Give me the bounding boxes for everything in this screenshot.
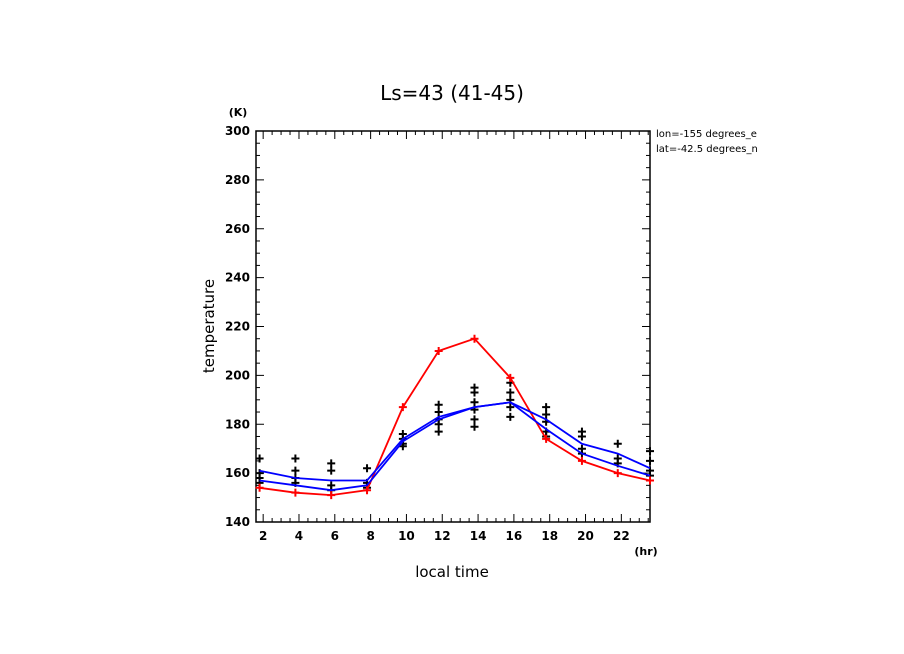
scatter-point	[506, 403, 515, 412]
scatter-point	[255, 454, 264, 463]
x-axis-unit: (hr)	[634, 545, 657, 558]
y-axis-label: temperature	[200, 279, 218, 373]
series-1-point	[291, 488, 300, 497]
scatter-point	[291, 466, 300, 475]
scatter-point	[434, 400, 443, 409]
scatter-point	[434, 420, 443, 429]
scatter-point	[470, 388, 479, 397]
chart-title: Ls=43 (41-45)	[380, 81, 524, 105]
scatter-point	[506, 412, 515, 421]
series-1-point	[255, 483, 264, 492]
x-tick-label: 4	[295, 529, 303, 543]
series-1-point	[434, 346, 443, 355]
x-tick-label: 12	[434, 529, 451, 543]
scatter-point	[646, 447, 654, 456]
scatter-point	[327, 459, 336, 468]
scatter-point	[434, 427, 443, 436]
x-tick-label: 18	[541, 529, 558, 543]
x-axis-label: local time	[415, 563, 489, 581]
scatter-point	[542, 403, 551, 412]
scatter-point	[646, 456, 654, 465]
series-1-point	[363, 486, 372, 495]
series-1-point	[398, 403, 407, 412]
y-tick-label: 160	[225, 466, 250, 480]
y-tick-label: 220	[225, 320, 250, 334]
x-tick-label: 20	[577, 529, 594, 543]
scatter-point	[470, 415, 479, 424]
y-tick-label: 300	[225, 124, 250, 138]
annotation-lon: lon=-155 degrees_e	[656, 129, 757, 140]
x-tick-label: 22	[613, 529, 630, 543]
scatter-point	[363, 464, 372, 473]
y-axis-unit: (K)	[229, 106, 248, 119]
scatter-point	[506, 388, 515, 397]
series-line-2	[259, 401, 651, 492]
y-tick-label: 200	[225, 368, 250, 382]
series-1-point	[327, 491, 336, 500]
scatter-point	[327, 466, 336, 475]
scatter-point	[470, 422, 479, 431]
x-tick-label: 2	[259, 529, 267, 543]
x-tick-label: 10	[398, 529, 415, 543]
y-tick-label: 240	[225, 271, 250, 285]
annotation-lat: lat=-42.5 degrees_n	[656, 144, 758, 155]
scatter-point	[434, 408, 443, 417]
scatter-point	[470, 398, 479, 407]
series-1-point	[506, 373, 515, 382]
plot-area: 140 160 180 200 220 240 260 280 300 2 4 6 8 10 12 14 16 1…	[225, 124, 654, 543]
series-1-point	[542, 434, 551, 443]
scatter-point	[291, 454, 300, 463]
y-tick-label: 260	[225, 222, 250, 236]
scatter-point	[577, 432, 586, 441]
y-tick-label: 140	[225, 515, 250, 529]
x-tick-label: 16	[506, 529, 523, 543]
y-tick-label: 180	[225, 417, 250, 431]
series-line-3	[259, 401, 651, 482]
series-1-point	[577, 456, 586, 465]
y-tick-label: 280	[225, 173, 250, 187]
scatter-point	[398, 442, 407, 451]
x-tick-label: 8	[366, 529, 374, 543]
series-1-point	[613, 469, 622, 478]
scatter-point	[613, 439, 622, 448]
x-tick-label: 14	[470, 529, 487, 543]
series-1-point	[646, 476, 654, 485]
series-line-1	[259, 337, 651, 497]
x-tick-label: 6	[331, 529, 339, 543]
series-1-point	[470, 334, 479, 343]
scatter-point	[542, 410, 551, 419]
